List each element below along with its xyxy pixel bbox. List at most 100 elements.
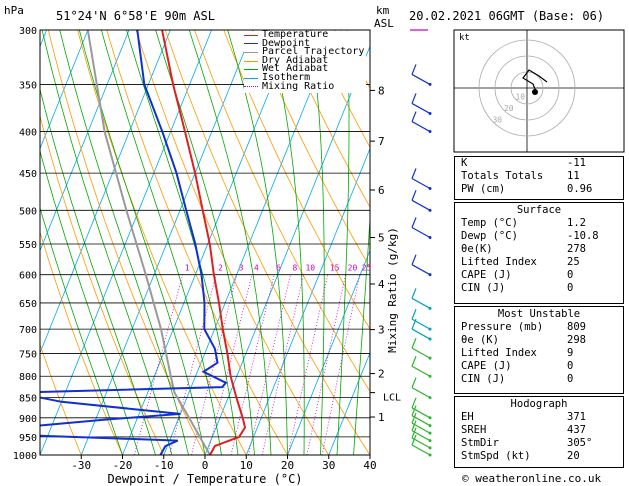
mixing-ratio-label: 25 bbox=[362, 264, 372, 273]
most-unstable-value: 0 bbox=[567, 373, 574, 385]
mixing-ratio-label: 6 bbox=[276, 264, 281, 273]
most-unstable-row: Pressure (mb) 809 bbox=[455, 321, 623, 334]
surface-value: 0 bbox=[567, 282, 574, 294]
mixing-ratio-line bbox=[169, 274, 217, 455]
wind-barb-flag bbox=[411, 377, 417, 388]
wind-barb bbox=[411, 73, 431, 85]
mixing-ratio-axis-label: Mixing Ratio (g/kg) bbox=[386, 227, 399, 353]
pressure-tick-label: 1000 bbox=[13, 451, 37, 462]
mixing-ratio-line bbox=[261, 274, 304, 455]
hodograph-label: SREH bbox=[461, 424, 487, 436]
asl-label: ASL bbox=[374, 17, 394, 30]
legend-label: Mixing Ratio bbox=[262, 80, 335, 92]
hodograph-title: Hodograph bbox=[510, 398, 568, 410]
surface-label: θe(K) bbox=[461, 243, 493, 255]
wind-barb-dot bbox=[428, 82, 432, 86]
legend-item: Dewpoint bbox=[244, 38, 366, 49]
hodograph-label: StmDir bbox=[461, 437, 499, 449]
mixing-ratio-label: 10 bbox=[305, 264, 315, 273]
wind-barb-dot bbox=[428, 111, 432, 115]
x-tick-label: -20 bbox=[113, 459, 133, 472]
legend-swatch bbox=[244, 60, 258, 62]
dry-adiabat-line bbox=[311, 30, 370, 149]
legend-swatch bbox=[244, 51, 258, 53]
wind-barb-flag bbox=[411, 217, 417, 228]
dry-adiabat-line bbox=[164, 30, 370, 455]
isotherm-line bbox=[40, 30, 130, 252]
km-tick-label: 5 bbox=[378, 231, 385, 244]
wind-barb-flag bbox=[411, 427, 417, 439]
legend-swatch bbox=[244, 86, 258, 88]
wind-barb-dot bbox=[428, 130, 432, 134]
pressure-tick-label: 300 bbox=[19, 26, 37, 37]
hodograph-row: SREH 437 bbox=[455, 424, 623, 437]
mixing-ratio-label: 1 bbox=[185, 264, 190, 273]
surface-title: Surface bbox=[516, 204, 562, 216]
legend-label: Isotherm bbox=[262, 71, 311, 83]
mixing-ratio-line bbox=[306, 274, 346, 455]
km-tick-label: 8 bbox=[378, 84, 385, 97]
wind-barb-dot bbox=[428, 439, 432, 443]
legend-item: Parcel Trajectory bbox=[244, 47, 366, 57]
legend-label: Temperature bbox=[262, 29, 329, 40]
wind-barb bbox=[411, 437, 431, 449]
wind-barb-flag bbox=[411, 397, 417, 409]
dewpoint-profile bbox=[40, 30, 228, 455]
legend-swatch bbox=[244, 43, 258, 45]
surface-box: Surface Temp (°C) 1.2 Dewp (°C) -10.8 θe(K) 2… bbox=[454, 202, 624, 304]
wet-adiabat-line bbox=[336, 30, 350, 455]
most-unstable-row: Lifted Index 9 bbox=[455, 347, 623, 360]
wind-barb-flag bbox=[411, 356, 417, 367]
hodograph-value: 20 bbox=[567, 450, 580, 462]
mixing-ratio-line bbox=[321, 274, 361, 455]
parcel-trajectory bbox=[86, 30, 211, 455]
hodograph-frame bbox=[453, 29, 625, 153]
pressure-tick-label: 650 bbox=[19, 299, 37, 310]
hodograph-ring bbox=[478, 39, 576, 137]
wind-barb-dot bbox=[428, 273, 432, 277]
most-unstable-row: θe (K) 298 bbox=[455, 334, 623, 347]
dry-adiabat-line bbox=[40, 343, 82, 455]
mixing-ratio-label: 8 bbox=[292, 264, 297, 273]
isotherm-line bbox=[287, 249, 370, 455]
wind-barb-dot bbox=[428, 416, 432, 420]
location-title: 51°24'N 6°58'E 90m ASL bbox=[56, 9, 215, 23]
wind-barb bbox=[411, 365, 431, 377]
wind-barb bbox=[411, 264, 431, 276]
dry-adiabat-line bbox=[106, 30, 288, 455]
hodograph-trace bbox=[522, 69, 548, 95]
isotherm-line bbox=[40, 30, 89, 150]
x-tick-label: 20 bbox=[281, 459, 294, 472]
wind-barb bbox=[411, 177, 431, 190]
km-label: km bbox=[376, 4, 390, 17]
surface-row: CAPE (J) 0 bbox=[455, 269, 623, 282]
hodograph-label: EH bbox=[461, 411, 474, 423]
surface-value: -10.8 bbox=[567, 230, 599, 242]
x-tick-label: -30 bbox=[71, 459, 91, 472]
surface-label: Temp (°C) bbox=[461, 217, 518, 229]
hodograph-row: StmSpd (kt) 20 bbox=[455, 450, 623, 463]
km-tick-label: 3 bbox=[378, 324, 385, 337]
surface-row: Dewp (°C) -10.8 bbox=[455, 230, 623, 243]
mixing-ratio-line bbox=[248, 274, 291, 455]
wind-barb-flag bbox=[411, 420, 417, 431]
most-unstable-title: Most Unstable bbox=[497, 308, 581, 320]
hodograph-kt-label: kt bbox=[459, 33, 470, 43]
surface-row: Temp (°C) 1.2 bbox=[455, 217, 623, 230]
wet-adiabat-line bbox=[155, 30, 255, 455]
wind-barb-dot bbox=[428, 235, 432, 239]
wet-adiabat-line bbox=[188, 30, 272, 455]
most-unstable-value: 298 bbox=[567, 334, 586, 346]
temperature-profile bbox=[161, 30, 247, 455]
most-unstable-box: Most Unstable Pressure (mb) 809 θe (K) 298 L… bbox=[454, 306, 624, 394]
wind-barb bbox=[411, 347, 431, 359]
wind-barb-dot bbox=[428, 374, 432, 378]
mixing-ratio-label: 4 bbox=[254, 264, 259, 273]
most-unstable-row: CIN (J) 0 bbox=[455, 373, 623, 386]
wind-barb-flag bbox=[411, 93, 417, 104]
surface-label: Dewp (°C) bbox=[461, 230, 518, 242]
surface-label: CIN (J) bbox=[461, 282, 506, 294]
wind-barb bbox=[411, 318, 431, 330]
wind-barb-flag bbox=[411, 405, 417, 416]
